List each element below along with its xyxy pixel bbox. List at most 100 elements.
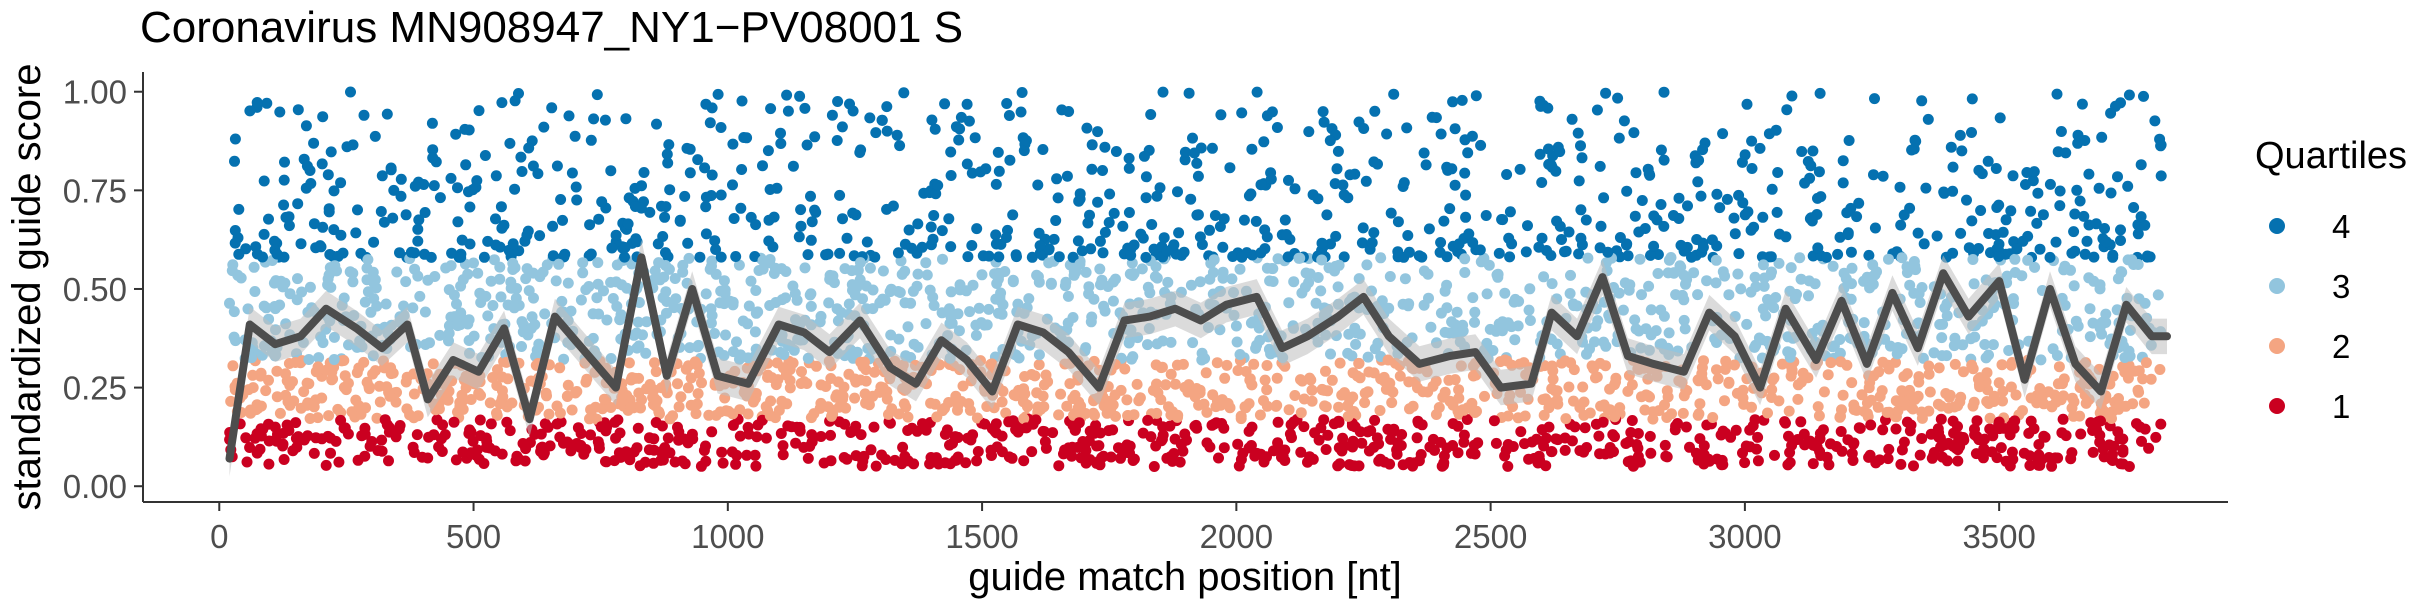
- point-quartile-4: [274, 106, 286, 118]
- point-quartile-3: [1484, 323, 1496, 335]
- point-quartile-2: [826, 410, 837, 422]
- point-quartile-3: [494, 273, 506, 285]
- point-quartile-2: [1201, 406, 1213, 418]
- point-quartile-4: [1462, 147, 1474, 159]
- point-quartile-1: [1502, 460, 1514, 472]
- point-quartile-3: [983, 303, 995, 315]
- point-quartile-2: [815, 397, 827, 409]
- point-quartile-2: [1320, 365, 1331, 377]
- point-quartile-4: [1916, 95, 1928, 107]
- point-quartile-1: [1950, 442, 1962, 454]
- point-quartile-4: [2088, 251, 2100, 263]
- point-quartile-3: [488, 254, 500, 266]
- point-quartile-3: [2100, 308, 2112, 320]
- point-quartile-2: [1825, 357, 1837, 369]
- point-quartile-4: [1922, 113, 1934, 125]
- point-quartile-3: [224, 297, 235, 309]
- point-quartile-2: [525, 375, 537, 387]
- point-quartile-3: [1425, 321, 1437, 333]
- point-quartile-4: [1316, 237, 1328, 249]
- point-quartile-1: [1053, 460, 1065, 472]
- point-quartile-2: [1271, 372, 1283, 384]
- point-quartile-4: [258, 175, 270, 187]
- point-quartile-1: [1332, 460, 1344, 472]
- point-quartile-2: [298, 386, 310, 398]
- point-quartile-1: [802, 452, 814, 464]
- point-quartile-1: [639, 456, 651, 468]
- point-quartile-4: [1191, 157, 1203, 169]
- point-quartile-4: [929, 123, 941, 135]
- point-quartile-1: [1784, 447, 1796, 458]
- point-quartile-3: [1208, 254, 1220, 266]
- point-quartile-1: [1472, 437, 1484, 449]
- point-quartile-2: [1996, 359, 2008, 371]
- point-quartile-4: [571, 194, 583, 206]
- point-quartile-3: [1524, 315, 1536, 326]
- point-quartile-3: [805, 300, 817, 312]
- point-quartile-4: [1668, 210, 1679, 221]
- point-quartile-1: [1607, 429, 1619, 441]
- point-quartile-1: [542, 421, 554, 433]
- point-quartile-3: [520, 273, 532, 285]
- point-quartile-1: [1298, 421, 1310, 433]
- point-quartile-3: [1936, 332, 1948, 344]
- point-quartile-4: [775, 138, 787, 149]
- point-quartile-4: [1966, 93, 1978, 105]
- point-quartile-4: [1920, 182, 1932, 194]
- point-quartile-3: [1629, 314, 1641, 326]
- point-quartile-3: [1194, 276, 1206, 288]
- point-quartile-3: [920, 257, 932, 269]
- point-quartile-3: [344, 266, 356, 278]
- point-quartile-2: [1602, 404, 1614, 415]
- point-quartile-3: [510, 292, 522, 304]
- point-quartile-1: [889, 454, 901, 466]
- point-quartile-4: [1931, 230, 1943, 242]
- point-quartile-1: [1579, 422, 1591, 434]
- point-quartile-3: [509, 262, 521, 274]
- point-quartile-4: [605, 165, 617, 177]
- point-quartile-3: [720, 329, 731, 341]
- point-quartile-3: [449, 311, 460, 323]
- point-quartile-3: [1663, 254, 1675, 266]
- point-quartile-4: [990, 238, 1002, 250]
- point-quartile-1: [1218, 442, 1230, 454]
- point-quartile-4: [471, 175, 483, 187]
- point-quartile-1: [439, 429, 451, 441]
- point-quartile-4: [2128, 202, 2140, 213]
- point-quartile-2: [271, 365, 283, 377]
- point-quartile-3: [2047, 343, 2059, 355]
- y-tick-label: 0.75: [63, 172, 127, 209]
- point-quartile-2: [1614, 402, 1626, 414]
- point-quartile-1: [448, 416, 460, 428]
- point-quartile-2: [1160, 379, 1172, 391]
- point-quartile-4: [1076, 245, 1088, 257]
- point-quartile-4: [661, 148, 673, 160]
- point-quartile-4: [1003, 110, 1015, 121]
- point-quartile-4: [1183, 87, 1195, 99]
- point-quartile-1: [775, 428, 787, 439]
- point-quartile-3: [1770, 292, 1782, 303]
- point-quartile-4: [1312, 193, 1324, 205]
- point-quartile-3: [1904, 279, 1916, 291]
- point-quartile-3: [400, 276, 412, 288]
- point-quartile-4: [1973, 164, 1985, 176]
- point-quartile-4: [782, 105, 794, 117]
- point-quartile-2: [693, 367, 705, 379]
- point-quartile-4: [1053, 251, 1065, 263]
- point-quartile-3: [445, 260, 457, 272]
- point-quartile-1: [1003, 416, 1015, 428]
- point-quartile-2: [312, 361, 324, 373]
- point-quartile-1: [600, 456, 612, 468]
- point-quartile-4: [1648, 210, 1660, 222]
- point-quartile-4: [1843, 135, 1855, 146]
- point-quartile-4: [1255, 247, 1267, 259]
- point-quartile-4: [1251, 86, 1263, 98]
- point-quartile-2: [1933, 362, 1945, 374]
- point-quartile-3: [727, 299, 739, 311]
- point-quartile-4: [599, 114, 611, 126]
- point-quartile-2: [2035, 389, 2047, 401]
- point-quartile-3: [757, 255, 769, 267]
- point-quartile-3: [1423, 292, 1434, 304]
- point-quartile-1: [1384, 458, 1396, 470]
- point-quartile-4: [585, 134, 597, 146]
